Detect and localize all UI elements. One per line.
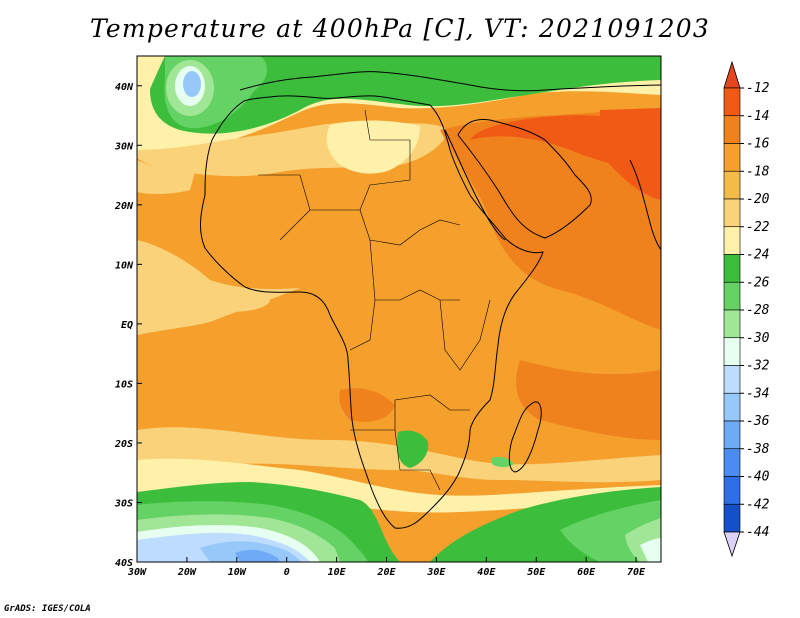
grads-credit: GrADS: IGES/COLA	[4, 604, 91, 614]
colorbar-segment	[723, 281, 741, 311]
colorbar-segment	[723, 226, 741, 255]
yellow-zone-atlantic	[137, 160, 195, 195]
colorbar-segment	[723, 337, 741, 366]
lat-tick-label: 40N	[115, 82, 134, 93]
colorbar-label: -42	[746, 497, 770, 512]
red-sea-coastline	[444, 129, 506, 241]
lon-tick-label: 50E	[527, 567, 546, 578]
red-zone-pakistan	[600, 108, 661, 200]
colorbar-label: -14	[746, 109, 769, 124]
country-borders	[258, 109, 491, 491]
colorbar-label: -20	[746, 192, 770, 207]
border-south-2	[394, 429, 441, 491]
lon-tick-label: 20E	[376, 567, 396, 578]
lon-tick-label: 70E	[627, 567, 646, 578]
pale-zone-southeast	[640, 538, 661, 562]
colorbar-segment	[723, 198, 741, 228]
colorbar-segment	[723, 170, 741, 200]
border-central-3	[349, 299, 376, 351]
colorbar-label: -32	[746, 359, 770, 374]
yellow-patch-gulf-guinea	[190, 288, 270, 312]
lon-tick-label: 10E	[328, 567, 347, 578]
colorbar-segment	[723, 476, 741, 505]
colorbar-segment	[723, 420, 741, 450]
lon-tick-label: 40E	[477, 567, 496, 578]
blue-cold-core	[183, 71, 201, 97]
colorbar-label: -34	[746, 386, 769, 401]
colorbar-label: -28	[746, 303, 770, 318]
colorbar-label: -18	[746, 164, 770, 179]
deep-blue-core-south	[235, 549, 280, 562]
arabia-coastline	[457, 119, 592, 239]
madagascar-coastline	[508, 401, 542, 473]
axis-ticks: 30W 20W 10W 0 10E 20E 30E 40E 50E 60E 70E 40N 30N 20N…	[114, 82, 646, 578]
lat-tick-label: 20N	[114, 201, 134, 212]
colorbar-label: -30	[746, 331, 770, 346]
lat-tick-label: 30N	[114, 141, 134, 152]
green-patch-mozambique-channel	[492, 456, 514, 467]
lon-tick-label: 20W	[177, 567, 197, 578]
plot-frame	[136, 55, 662, 563]
colorbar-segment	[723, 87, 741, 117]
colorbar-label: -16	[746, 137, 770, 152]
lat-tick-label: EQ	[121, 320, 133, 331]
colorbar-segment	[723, 392, 741, 422]
coastlines	[200, 71, 661, 529]
colorbar-segment	[723, 254, 741, 283]
light-yellow-zone-libya	[326, 120, 420, 174]
colorbar-top-triangle	[723, 60, 741, 89]
colorbar-segment	[723, 309, 741, 339]
map-title: Temperature at 400hPa [C], VT: 202109120…	[90, 14, 710, 43]
colorbar-segment	[723, 503, 741, 533]
temperature-field	[137, 56, 661, 562]
border-east-1	[439, 299, 491, 371]
lat-tick-label: 10N	[115, 260, 134, 271]
green-zone-north	[137, 56, 661, 134]
lat-tick-label: 10S	[115, 379, 133, 390]
orange-zone-south-indian	[516, 360, 661, 440]
europe-coastline	[239, 71, 661, 92]
light-yellow-zone-northwest	[137, 56, 165, 110]
lon-tick-label: 0	[284, 567, 290, 578]
orange-red-zone-arabia	[440, 108, 661, 330]
colorbar-label: -26	[746, 275, 770, 290]
green-patch-botswana	[397, 430, 429, 468]
border-central-1	[359, 209, 461, 246]
colorbar-bottom-triangle	[723, 531, 741, 558]
colorbar: -12 -14 -16 -18 -20 -22 -24 -26 -28 -30 -32 -34 -36 -…	[723, 60, 770, 558]
colorbar-label: -44	[746, 525, 769, 540]
colorbar-label: -36	[746, 414, 770, 429]
colorbar-label: -12	[746, 81, 770, 96]
lon-tick-label: 30E	[426, 567, 446, 578]
colorbar-segment	[723, 143, 741, 172]
india-coastline	[629, 159, 661, 251]
colorbar-label: -38	[746, 442, 770, 457]
africa-coastline	[200, 95, 544, 529]
lon-tick-label: 30W	[127, 567, 147, 578]
colorbar-label: -24	[746, 248, 769, 263]
lat-tick-label: 40S	[115, 558, 133, 569]
colorbar-segment	[723, 115, 741, 144]
lat-tick-label: 20S	[114, 439, 133, 450]
light-yellow-band-south	[137, 458, 661, 513]
colorbar-label: -22	[746, 220, 770, 235]
lat-tick-label: 30S	[114, 498, 133, 509]
border-north-1	[258, 174, 311, 241]
yellow-zone-west-africa-coast	[137, 240, 300, 335]
lon-tick-label: 60E	[577, 567, 596, 578]
colorbar-segment	[723, 448, 741, 477]
colorbar-segment	[723, 365, 741, 394]
border-central-2	[369, 239, 460, 301]
orange-zone-angola	[339, 388, 395, 422]
lon-tick-label: 10W	[228, 567, 247, 578]
colorbar-label: -40	[746, 470, 770, 485]
border-south-1	[350, 394, 470, 431]
